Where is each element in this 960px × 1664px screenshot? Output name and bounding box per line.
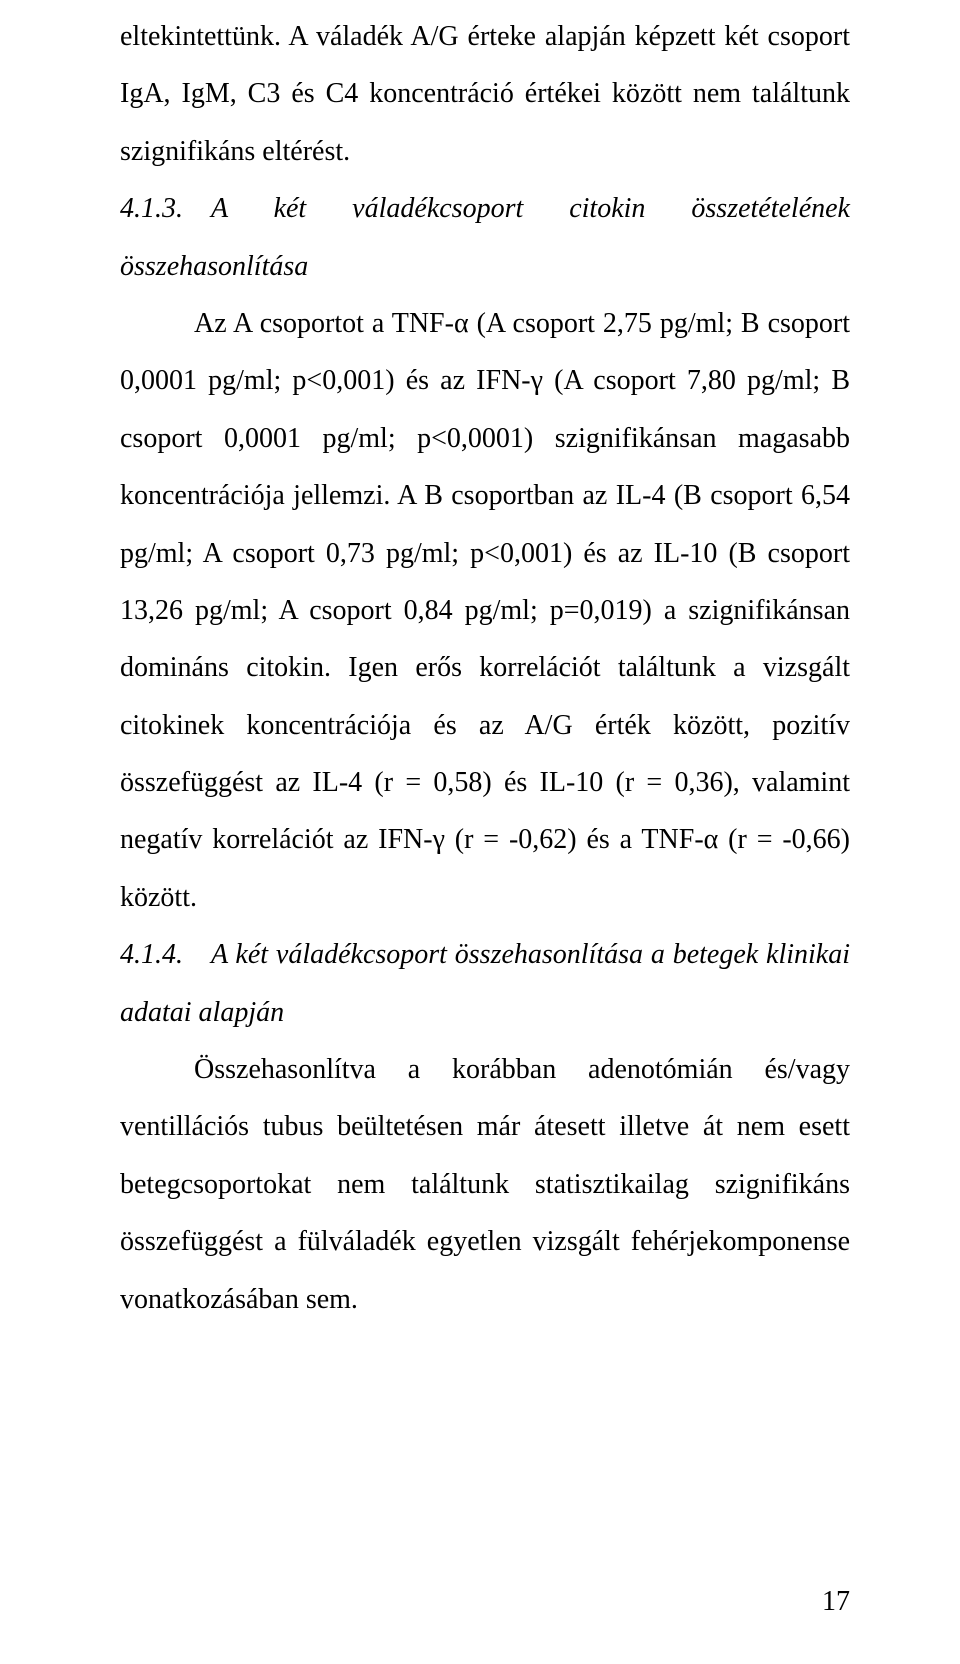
section-heading-4-1-3: 4.1.3. A két váladékcsoport citokin össz… [120,180,850,295]
body-paragraph-3: Összehasonlítva a korábban adenotómián é… [120,1041,850,1328]
body-paragraph-1: eltekintettünk. A váladék A/G érteke ala… [120,8,850,180]
document-page: eltekintettünk. A váladék A/G érteke ala… [0,0,960,1664]
page-number: 17 [822,1588,850,1616]
body-paragraph-2: Az A csoportot a TNF-α (A csoport 2,75 p… [120,295,850,926]
section-heading-4-1-4: 4.1.4. A két váladékcsoport összehasonlí… [120,926,850,1041]
